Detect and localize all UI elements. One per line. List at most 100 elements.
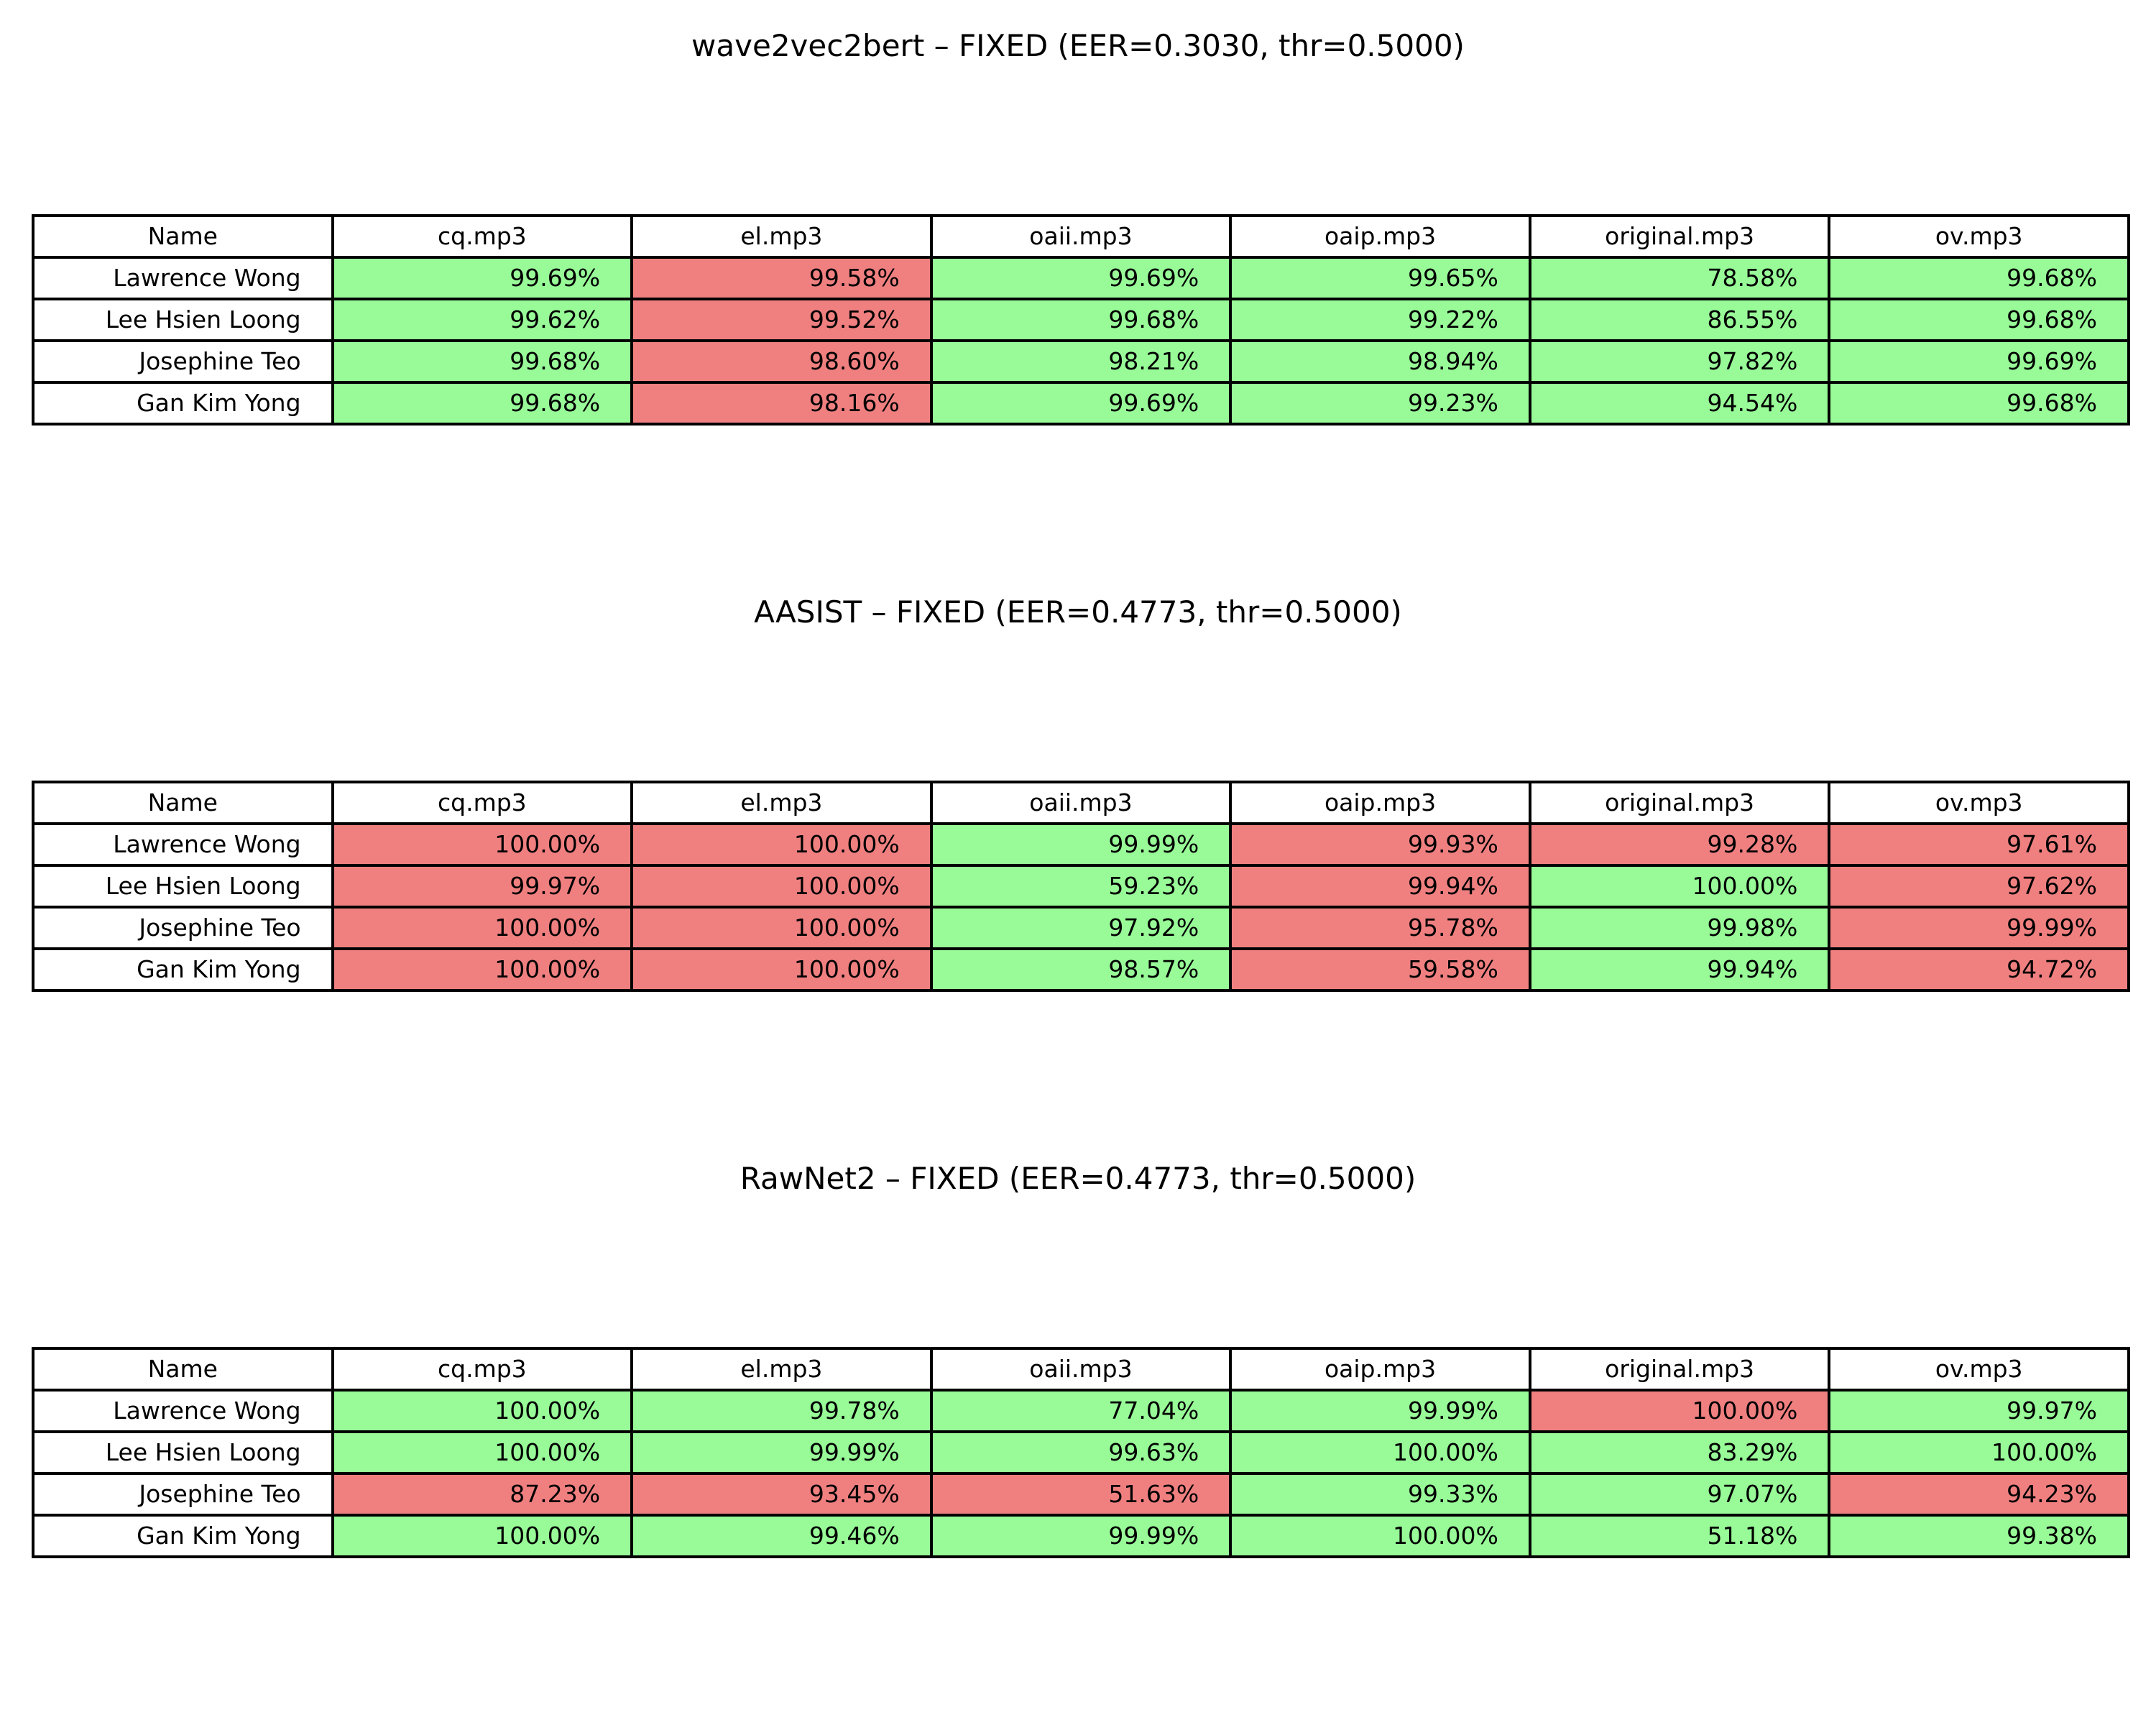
panel-title: RawNet2 – FIXED (EER=0.4773, thr=0.5000) — [740, 1161, 1416, 1196]
results-table: Name cq.mp3 el.mp3 oaii.mp3 oaip.mp3 original… — [32, 781, 2130, 992]
score-cell: 100.00% — [331, 906, 634, 950]
table-row: Lawrence Wong 100.00% 100.00% 99.99% 99.93% 9… — [32, 822, 2130, 867]
row-name-cell: Gan Kim Yong — [32, 1514, 334, 1558]
score-cell: 100.00% — [1528, 1389, 1831, 1433]
panel-title: wave2vec2bert – FIXED (EER=0.3030, thr=0… — [691, 28, 1465, 63]
score-cell: 98.57% — [929, 947, 1233, 992]
row-name-cell: Lawrence Wong — [32, 256, 334, 300]
score-cell: 99.94% — [1528, 947, 1831, 992]
score-cell: 100.00% — [331, 822, 634, 867]
score-cell: 51.18% — [1528, 1514, 1831, 1558]
score-cell: 99.98% — [1528, 906, 1831, 950]
score-cell: 100.00% — [1229, 1430, 1531, 1475]
row-name-cell: Lee Hsien Loong — [32, 1430, 334, 1475]
score-cell: 99.68% — [331, 381, 634, 426]
score-cell: 99.69% — [331, 256, 634, 300]
results-table: Name cq.mp3 el.mp3 oaii.mp3 oaip.mp3 original… — [32, 1347, 2130, 1558]
score-cell: 77.04% — [929, 1389, 1233, 1433]
column-header: el.mp3 — [630, 781, 933, 825]
row-name-cell: Lee Hsien Loong — [32, 864, 334, 908]
table-header-row: Name cq.mp3 el.mp3 oaii.mp3 oaip.mp3 original… — [32, 781, 2130, 825]
table-header-row: Name cq.mp3 el.mp3 oaii.mp3 oaip.mp3 original… — [32, 214, 2130, 259]
column-header: cq.mp3 — [331, 781, 634, 825]
table-row: Lee Hsien Loong 99.62% 99.52% 99.68% 99.22% 8… — [32, 298, 2130, 342]
column-header: Name — [32, 1347, 334, 1392]
score-cell: 99.68% — [331, 339, 634, 384]
score-cell: 86.55% — [1528, 298, 1831, 342]
score-cell: 99.58% — [630, 256, 933, 300]
score-cell: 97.61% — [1828, 822, 2130, 867]
score-cell: 99.38% — [1828, 1514, 2130, 1558]
score-cell: 98.16% — [630, 381, 933, 426]
table-row: Josephine Teo 87.23% 93.45% 51.63% 99.33% 97.… — [32, 1472, 2130, 1517]
score-cell: 99.97% — [331, 864, 634, 908]
score-cell: 78.58% — [1528, 256, 1831, 300]
score-cell: 99.22% — [1229, 298, 1531, 342]
score-cell: 99.62% — [331, 298, 634, 342]
column-header: oaip.mp3 — [1229, 1347, 1531, 1392]
row-name-cell: Josephine Teo — [32, 339, 334, 384]
score-cell: 99.99% — [1229, 1389, 1531, 1433]
score-cell: 99.65% — [1229, 256, 1531, 300]
column-header: original.mp3 — [1528, 781, 1831, 825]
table-row: Gan Kim Yong 100.00% 99.46% 99.99% 100.00% 51… — [32, 1514, 2130, 1558]
score-cell: 95.78% — [1229, 906, 1531, 950]
row-name-cell: Lawrence Wong — [32, 822, 334, 867]
score-cell: 87.23% — [331, 1472, 634, 1517]
table-row: Lee Hsien Loong 99.97% 100.00% 59.23% 99.94%… — [32, 864, 2130, 908]
score-cell: 99.78% — [630, 1389, 933, 1433]
results-table: Name cq.mp3 el.mp3 oaii.mp3 oaip.mp3 original… — [32, 214, 2130, 426]
column-header: original.mp3 — [1528, 1347, 1831, 1392]
column-header: oaip.mp3 — [1229, 781, 1531, 825]
column-header: Name — [32, 214, 334, 259]
row-name-cell: Josephine Teo — [32, 906, 334, 950]
table-row: Gan Kim Yong 99.68% 98.16% 99.69% 99.23% 94.5… — [32, 381, 2130, 426]
score-cell: 99.69% — [1828, 339, 2130, 384]
row-name-cell: Gan Kim Yong — [32, 947, 334, 992]
score-cell: 99.93% — [1229, 822, 1531, 867]
score-cell: 99.33% — [1229, 1472, 1531, 1517]
score-cell: 97.07% — [1528, 1472, 1831, 1517]
column-header: cq.mp3 — [331, 214, 634, 259]
table-row: Lawrence Wong 99.69% 99.58% 99.69% 99.65% 78.… — [32, 256, 2130, 300]
score-cell: 100.00% — [630, 906, 933, 950]
panel-title: AASIST – FIXED (EER=0.4773, thr=0.5000) — [754, 594, 1402, 630]
score-cell: 99.68% — [929, 298, 1233, 342]
score-cell: 97.82% — [1528, 339, 1831, 384]
score-cell: 99.23% — [1229, 381, 1531, 426]
score-cell: 100.00% — [1528, 864, 1831, 908]
column-header: ov.mp3 — [1828, 1347, 2130, 1392]
score-cell: 99.99% — [630, 1430, 933, 1475]
score-cell: 100.00% — [630, 864, 933, 908]
score-cell: 98.94% — [1229, 339, 1531, 384]
score-cell: 99.46% — [630, 1514, 933, 1558]
score-cell: 98.21% — [929, 339, 1233, 384]
table-row: Josephine Teo 99.68% 98.60% 98.21% 98.94% 97.… — [32, 339, 2130, 384]
score-cell: 100.00% — [630, 822, 933, 867]
score-cell: 99.68% — [1828, 381, 2130, 426]
score-cell: 94.23% — [1828, 1472, 2130, 1517]
table-row: Josephine Teo 100.00% 100.00% 97.92% 95.78% 9… — [32, 906, 2130, 950]
column-header: oaii.mp3 — [929, 214, 1233, 259]
score-cell: 94.54% — [1528, 381, 1831, 426]
column-header: oaii.mp3 — [929, 781, 1233, 825]
score-cell: 99.68% — [1828, 298, 2130, 342]
score-cell: 93.45% — [630, 1472, 933, 1517]
score-cell: 99.52% — [630, 298, 933, 342]
score-cell: 94.72% — [1828, 947, 2130, 992]
table-row: Lee Hsien Loong 100.00% 99.99% 99.63% 100.00… — [32, 1430, 2130, 1475]
score-cell: 99.99% — [929, 1514, 1233, 1558]
score-cell: 100.00% — [331, 1514, 634, 1558]
score-cell: 97.92% — [929, 906, 1233, 950]
column-header: original.mp3 — [1528, 214, 1831, 259]
score-cell: 99.68% — [1828, 256, 2130, 300]
score-cell: 99.69% — [929, 381, 1233, 426]
table-row: Gan Kim Yong 100.00% 100.00% 98.57% 59.58% 99… — [32, 947, 2130, 992]
score-cell: 99.63% — [929, 1430, 1233, 1475]
score-cell: 99.28% — [1528, 822, 1831, 867]
column-header: el.mp3 — [630, 1347, 933, 1392]
score-cell: 51.63% — [929, 1472, 1233, 1517]
score-cell: 99.99% — [1828, 906, 2130, 950]
score-cell: 100.00% — [1229, 1514, 1531, 1558]
column-header: oaii.mp3 — [929, 1347, 1233, 1392]
